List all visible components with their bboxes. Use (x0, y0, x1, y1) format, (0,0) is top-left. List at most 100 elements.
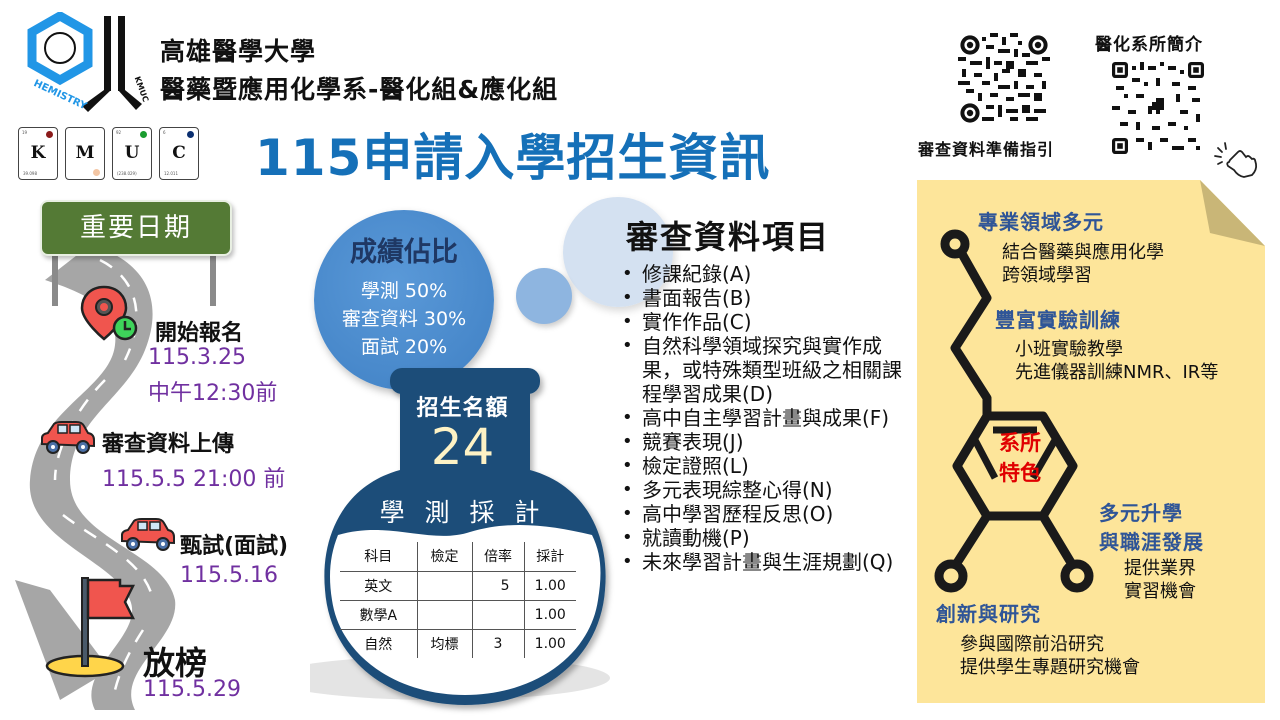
university-name: 高雄醫學大學 (160, 37, 317, 66)
table-cell (471, 600, 524, 630)
qr-label-review-guide: 審查資料準備指引 (918, 140, 1055, 159)
features-core-label: 系所 特色 (985, 428, 1055, 488)
core-line: 系所 (999, 431, 1041, 455)
core-line: 特色 (999, 461, 1041, 485)
event-time-registration: 中午12:30前 (148, 381, 278, 406)
event-date-upload: 115.5.5 21:00 前 (102, 467, 286, 492)
table-cell: 1.00 (523, 600, 576, 630)
important-dates-sign: 重要日期 (40, 200, 232, 256)
event-date-interview: 115.5.16 (180, 563, 278, 588)
feature-body: 參與國際前沿研究 提供學生專題研究機會 (960, 633, 1140, 679)
exam-weight-table: 科目 檢定 倍率 採計 英文 5 1.00 數學A 1.00 自然 均標 3 1… (340, 542, 576, 658)
event-date-results: 115.5.29 (143, 677, 241, 702)
table-cell: 數學A (340, 600, 417, 630)
event-title-upload: 審查資料上傳 (102, 432, 235, 457)
score-ratio-line: 面試 20% (360, 336, 448, 358)
table-cell (416, 600, 472, 630)
hand-tap-icon (1214, 142, 1258, 178)
qr-code-dept-intro[interactable] (1112, 62, 1204, 154)
chemistry-logo: HEMISTRY KMUC (27, 12, 150, 113)
map-pin-clock-icon (80, 285, 138, 341)
review-items-list: 修課紀錄(A) 書面報告(B) 實作作品(C) 自然科學領域探究與實作成果，或特… (618, 262, 913, 574)
element-symbol: K (30, 143, 46, 163)
list-item: 未來學習計畫與生涯規劃(Q) (618, 550, 913, 574)
list-item: 自然科學領域探究與實作成果，或特殊類型班級之相關課程學習成果(D) (618, 334, 913, 406)
table-cell: 自然 (364, 636, 393, 653)
car-icon (121, 518, 175, 551)
element-mass: (238.029) (117, 171, 137, 176)
table-header: 科目 (340, 542, 417, 572)
feature-line: 實習機會 (1124, 581, 1196, 602)
table-header-row: 科目 檢定 倍率 採計 (340, 542, 576, 572)
feature-body: 提供業界 實習機會 (1124, 557, 1196, 603)
table-cell (416, 571, 472, 601)
element-mass: 39.098 (23, 171, 37, 176)
sign-pole-left (52, 256, 58, 306)
feature-heading: 多元升學 (1099, 501, 1183, 525)
feature-line: 跨領域學習 (1002, 265, 1092, 286)
score-ratio-line: 學測 50% (360, 280, 448, 302)
qr-code-review-guide[interactable] (958, 33, 1050, 125)
table-header: 倍率 (471, 542, 524, 572)
event-title-results: 放榜 (143, 644, 208, 682)
element-dot (46, 131, 53, 138)
table-cell: 5 (471, 571, 524, 601)
list-item: 書面報告(B) (618, 286, 913, 310)
table-row: 數學A 1.00 (340, 600, 576, 630)
list-item: 競賽表現(J) (618, 430, 913, 454)
element-symbol: M (75, 143, 95, 163)
feature-heading: 豐富實驗訓練 (995, 308, 1121, 332)
score-ratio-line: 審查資料 30% (341, 308, 467, 330)
element-number: 19 (22, 130, 28, 135)
exam-subjects-label: 學 測 採 計 (379, 498, 546, 527)
element-dot (93, 169, 100, 176)
element-number: 6 (163, 130, 166, 135)
list-item: 高中學習歷程反思(O) (618, 502, 913, 526)
review-items-title: 審查資料項目 (626, 218, 831, 256)
table-row: 英文 5 1.00 (340, 571, 576, 601)
table-cell: 1.00 (523, 571, 576, 601)
event-date-registration: 115.3.25 (148, 345, 246, 370)
table-header: 檢定 (416, 542, 472, 572)
table-header: 採計 (523, 542, 576, 572)
sign-label: 重要日期 (79, 213, 192, 243)
sticky-note-background (917, 180, 1265, 703)
event-title-interview: 甄試(面試) (180, 534, 289, 559)
score-ratio-bubble: 成績佔比 學測 50% 審查資料 30% 面試 20% (314, 210, 494, 390)
list-item: 修課紀錄(A) (618, 262, 913, 286)
element-cards: 19 K 39.098 M 92 U (238.029) 6 C 12.011 (18, 127, 199, 180)
table-cell: 3 (471, 629, 524, 658)
element-card-m: M (65, 127, 105, 180)
element-symbol: U (124, 143, 140, 163)
qr-label-dept-intro: 醫化系所簡介 (1095, 35, 1203, 55)
table-cell: 1.00 (523, 629, 576, 658)
feature-heading: 創新與研究 (936, 602, 1041, 626)
list-item: 高中自主學習計畫與成果(F) (618, 406, 913, 430)
feature-heading: 與職涯發展 (1099, 530, 1204, 554)
decorative-bubble-small (516, 268, 572, 324)
element-dot (140, 131, 147, 138)
score-ratio-title: 成績佔比 (350, 237, 458, 268)
department-name: 醫藥暨應用化學系-醫化組&應化組 (160, 75, 559, 104)
feature-body: 結合醫藥與應用化學 跨領域學習 (1002, 241, 1164, 287)
feature-line: 提供學生專題研究機會 (960, 657, 1140, 678)
list-item: 多元表現綜整心得(N) (618, 478, 913, 502)
feature-line: 小班實驗教學 (1015, 339, 1123, 360)
element-card-k: 19 K 39.098 (18, 127, 58, 180)
feature-line: 結合醫藥與應用化學 (1002, 242, 1164, 263)
list-item: 就讀動機(P) (618, 526, 913, 550)
car-icon (41, 421, 95, 454)
element-card-c: 6 C 12.011 (159, 127, 199, 180)
element-symbol: C (172, 143, 186, 163)
quota-label: 招生名額 (416, 396, 509, 421)
table-cell: 均標 (416, 629, 472, 658)
list-item: 檢定證照(L) (618, 454, 913, 478)
sign-pole-right (210, 256, 216, 306)
table-cell: 英文 (340, 571, 417, 601)
feature-heading: 專業領域多元 (978, 210, 1104, 234)
feature-line: 提供業界 (1124, 558, 1196, 579)
list-item: 實作作品(C) (618, 310, 913, 334)
table-row: 自然 均標 3 1.00 (340, 629, 576, 658)
quota-number: 24 (430, 418, 495, 476)
feature-body: 小班實驗教學 先進儀器訓練NMR、IR等 (1015, 338, 1218, 384)
